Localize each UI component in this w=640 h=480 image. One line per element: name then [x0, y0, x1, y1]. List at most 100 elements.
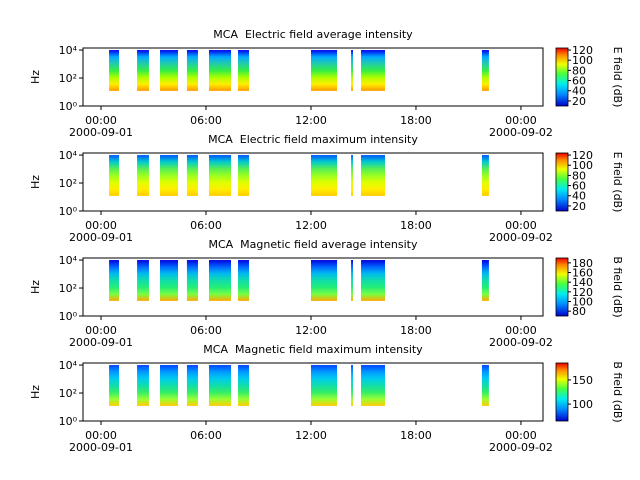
data-segment	[186, 50, 198, 91]
x-date-label: 2000-09-02	[489, 126, 553, 139]
plot-frame	[82, 152, 544, 212]
data-segment	[159, 365, 179, 406]
chart-title: MCA Electric field maximum intensity	[208, 133, 418, 146]
y-axis-label: Hz	[29, 70, 42, 84]
colorbar-tick-label: 60	[572, 180, 586, 193]
colorbar-tick-label: 40	[572, 190, 586, 203]
x-tick-label: 00:00	[505, 429, 537, 442]
x-tick-label: 00:00	[505, 219, 537, 232]
x-tick-label: 00:00	[85, 114, 117, 127]
colorbar-tick-label: 160	[572, 267, 593, 280]
data-segment	[238, 155, 250, 196]
data-segment	[159, 50, 179, 91]
x-tick-label: 00:00	[505, 324, 537, 337]
x-tick-label: 06:00	[190, 429, 222, 442]
data-segment	[208, 50, 232, 91]
colorbar-tick-label: 20	[572, 95, 586, 108]
colorbar	[555, 152, 569, 212]
colorbar-tick-label: 80	[572, 169, 586, 182]
data-segment	[109, 260, 120, 301]
x-date-label: 2000-09-01	[69, 336, 133, 349]
y-tick-label: 10²	[59, 282, 77, 295]
data-segment	[351, 50, 353, 91]
data-segment	[137, 260, 149, 301]
data-segment	[238, 260, 250, 301]
x-date-label: 2000-09-02	[489, 441, 553, 454]
data-segment	[361, 365, 386, 406]
data-segment	[351, 365, 353, 406]
colorbar-tick-label: 60	[572, 75, 586, 88]
colorbar-tick-label: 40	[572, 85, 586, 98]
colorbar-tick-label: 100	[572, 54, 593, 67]
x-tick-label: 18:00	[400, 429, 432, 442]
x-date-label: 2000-09-01	[69, 441, 133, 454]
data-segment	[481, 50, 489, 91]
colorbar-label: B field (dB)	[611, 361, 624, 422]
data-segment	[109, 155, 120, 196]
x-date-label: 2000-09-02	[489, 336, 553, 349]
x-date-label: 2000-09-01	[69, 231, 133, 244]
y-tick-label: 10⁴	[59, 44, 78, 57]
plot-frame	[82, 47, 544, 107]
plot-frame	[82, 257, 544, 317]
colorbar-tick-label: 100	[572, 398, 593, 411]
y-axis-label: Hz	[29, 280, 42, 294]
data-segment	[481, 365, 489, 406]
data-segment	[238, 365, 250, 406]
x-tick-label: 00:00	[85, 219, 117, 232]
data-segment	[137, 50, 149, 91]
data-segment	[238, 50, 250, 91]
data-segment	[208, 365, 232, 406]
y-tick-label: 10²	[59, 177, 77, 190]
colorbar	[555, 362, 569, 422]
colorbar-tick-label: 120	[572, 44, 593, 57]
x-tick-label: 12:00	[295, 429, 327, 442]
x-tick-label: 00:00	[85, 324, 117, 337]
y-axis-label: Hz	[29, 385, 42, 399]
plot-frame	[82, 362, 544, 422]
colorbar-label: B field (dB)	[611, 256, 624, 317]
data-segment	[186, 365, 198, 406]
data-segment	[481, 155, 489, 196]
x-date-label: 2000-09-01	[69, 126, 133, 139]
x-tick-label: 18:00	[400, 324, 432, 337]
colorbar-tick-label: 150	[572, 374, 593, 387]
colorbar	[555, 257, 569, 317]
data-segment	[137, 365, 149, 406]
y-tick-label: 10⁴	[59, 149, 78, 162]
data-segment	[361, 260, 386, 301]
data-segment	[159, 155, 179, 196]
chart-title: MCA Magnetic field maximum intensity	[203, 343, 423, 356]
x-tick-label: 06:00	[190, 114, 222, 127]
x-tick-label: 00:00	[85, 429, 117, 442]
data-segment	[361, 50, 386, 91]
data-segment	[186, 155, 198, 196]
y-tick-label: 10⁴	[59, 359, 78, 372]
x-tick-label: 12:00	[295, 219, 327, 232]
data-segment	[137, 155, 149, 196]
data-segment	[351, 260, 353, 301]
colorbar-tick-label: 120	[572, 286, 593, 299]
x-tick-label: 06:00	[190, 219, 222, 232]
data-segment	[310, 365, 338, 406]
colorbar-tick-label: 100	[572, 296, 593, 309]
colorbar-tick-label: 80	[572, 64, 586, 77]
colorbar-tick-label: 180	[572, 257, 593, 270]
colorbar-tick-label: 20	[572, 200, 586, 213]
x-date-label: 2000-09-02	[489, 231, 553, 244]
data-segment	[208, 155, 232, 196]
colorbar-tick-label: 100	[572, 159, 593, 172]
x-tick-label: 12:00	[295, 114, 327, 127]
y-tick-label: 10⁰	[59, 415, 78, 428]
colorbar-label: E field (dB)	[611, 152, 624, 213]
y-tick-label: 10⁰	[59, 100, 78, 113]
data-segment	[351, 155, 353, 196]
x-tick-label: 00:00	[505, 114, 537, 127]
y-tick-label: 10⁰	[59, 205, 78, 218]
data-segment	[310, 50, 338, 91]
y-tick-label: 10²	[59, 387, 77, 400]
data-segment	[310, 155, 338, 196]
data-segment	[361, 155, 386, 196]
data-segment	[109, 365, 120, 406]
